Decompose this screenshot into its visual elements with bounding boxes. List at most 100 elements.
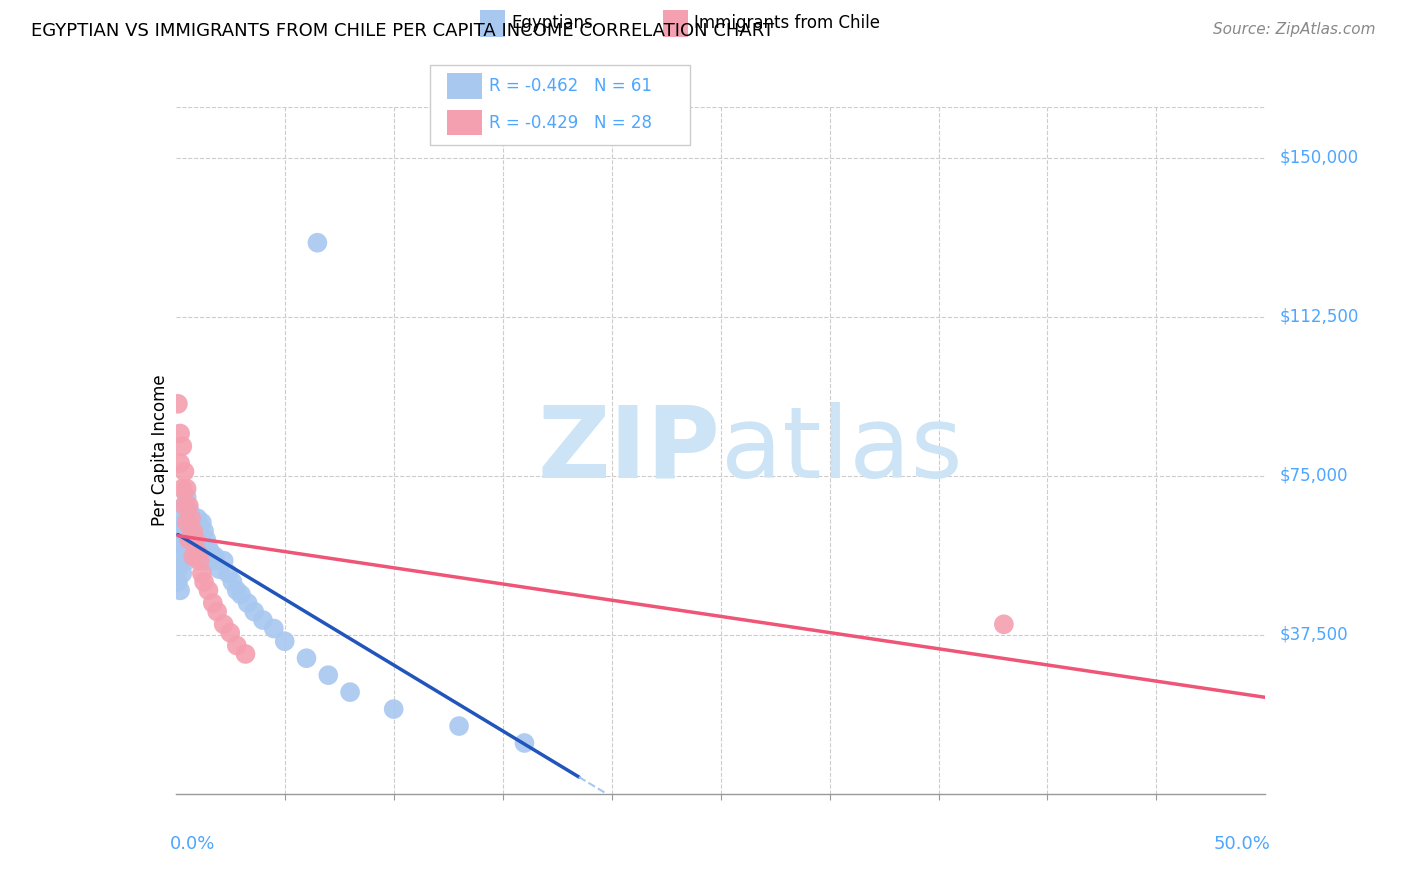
Point [208,562,231,576]
Point [200,545,222,559]
Point [205,605,228,619]
Point [169,524,191,538]
Point [181,533,204,547]
Point [263,622,285,636]
Point [184,524,207,538]
Point [188,554,211,568]
Point [169,583,191,598]
Point [167,545,190,559]
Point [197,541,219,555]
Point [193,574,215,589]
Point [184,533,207,547]
Point [186,511,209,525]
Point [191,566,214,581]
Point [172,533,194,547]
Bar [430,65,690,145]
Point [236,596,259,610]
Text: R = -0.429   N = 28: R = -0.429 N = 28 [489,113,652,132]
Text: $75,000: $75,000 [1279,467,1348,485]
Point [188,537,211,551]
Point [173,465,195,479]
Y-axis label: Per Capita Income: Per Capita Income [150,375,169,526]
Point [221,574,243,589]
Point [167,574,190,589]
Point [193,524,215,538]
Point [225,583,247,598]
Point [169,426,191,441]
Point [212,554,235,568]
Text: $37,500: $37,500 [1279,626,1348,644]
Point [173,541,195,555]
Point [339,685,361,699]
Point [197,583,219,598]
Point [181,549,204,564]
Point [173,520,195,534]
Point [177,541,200,555]
Text: Immigrants from Chile: Immigrants from Chile [693,14,880,32]
Point [172,511,194,525]
Text: Source: ZipAtlas.com: Source: ZipAtlas.com [1212,22,1375,37]
Point [197,554,219,568]
Point [177,533,200,547]
Text: Egyptians: Egyptians [510,14,593,32]
Point [176,554,198,568]
Point [167,562,190,576]
Point [177,503,200,517]
Point [176,511,198,525]
Text: EGYPTIAN VS IMMIGRANTS FROM CHILE PER CAPITA INCOME CORRELATION CHART: EGYPTIAN VS IMMIGRANTS FROM CHILE PER CA… [31,22,775,40]
Point [307,235,329,250]
Point [243,605,266,619]
Point [177,499,200,513]
Point [177,524,200,538]
Point [169,456,191,470]
Point [201,596,224,610]
Point [172,439,194,453]
Point [191,516,214,530]
Point [186,545,209,559]
Bar [447,73,482,99]
Point [169,541,191,555]
Point [172,566,194,581]
Point [295,651,318,665]
Text: R = -0.462   N = 61: R = -0.462 N = 61 [489,77,652,95]
Point [382,702,405,716]
Point [176,533,198,547]
Point [212,617,235,632]
Point [318,668,340,682]
Point [173,499,195,513]
Point [172,549,194,564]
Point [172,482,194,496]
Point [184,541,207,555]
Point [180,524,202,538]
Text: atlas: atlas [721,402,962,499]
Point [181,524,204,538]
Point [186,528,209,542]
Point [186,545,209,559]
Text: 0.0%: 0.0% [170,835,215,853]
Text: $150,000: $150,000 [1279,149,1358,167]
Point [169,554,191,568]
Point [195,533,218,547]
Point [219,625,242,640]
Bar [447,110,482,136]
Bar [662,10,688,37]
Point [447,719,470,733]
Point [252,613,274,627]
Point [167,397,190,411]
Point [176,516,198,530]
Point [231,588,253,602]
Point [173,499,195,513]
Point [180,545,202,559]
Point [180,511,202,525]
Text: ZIP: ZIP [537,402,721,499]
Point [217,566,239,581]
Point [180,507,202,521]
Text: $112,500: $112,500 [1279,308,1358,326]
Point [201,554,224,568]
Point [225,639,247,653]
Point [193,541,215,555]
Point [188,520,211,534]
Point [513,736,536,750]
Point [191,533,214,547]
Point [993,617,1015,632]
